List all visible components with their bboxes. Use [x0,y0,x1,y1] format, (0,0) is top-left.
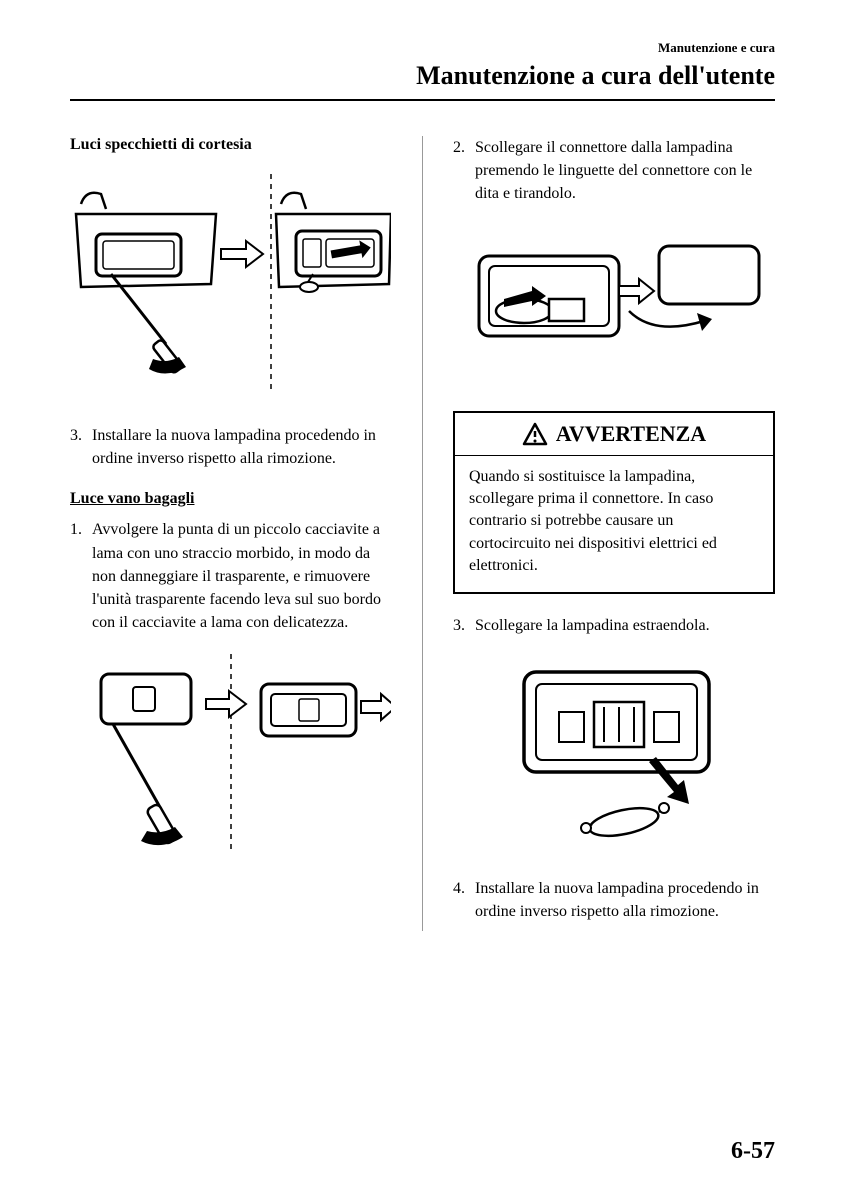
left-column: Luci specchietti di cortesia [70,136,392,931]
step-number: 1. [70,518,92,634]
warning-header: AVVERTENZA [455,413,773,456]
heading-mirror-lights: Luci specchietti di cortesia [70,136,392,154]
step-text: Installare la nuova lampadina procedendo… [475,877,775,923]
step-3-right: 3. Scollegare la lampadina estraendola. [453,614,775,637]
heading-luggage-light: Luce vano bagagli [70,490,392,508]
warning-triangle-icon [522,422,548,446]
step-text: Avvolgere la punta di un piccolo cacciav… [92,518,392,634]
header-divider [70,99,775,101]
step-4-right: 4. Installare la nuova lampadina procede… [453,877,775,923]
step-number: 4. [453,877,475,923]
step-1-left: 1. Avvolgere la punta di un piccolo cacc… [70,518,392,634]
step-text: Installare la nuova lampadina procedendo… [92,424,392,470]
page-number: 6-57 [731,1138,775,1165]
warning-box: AVVERTENZA Quando si sostituisce la lamp… [453,411,775,594]
warning-title: AVVERTENZA [556,421,706,447]
step-number: 3. [453,614,475,637]
step-text: Scollegare la lampadina estraendola. [475,614,775,637]
step-text: Scollegare il connettore dalla lampadina… [475,136,775,206]
right-column: 2. Scollegare il connettore dalla lampad… [453,136,775,931]
page-title: Manutenzione a cura dell'utente [70,61,775,91]
warning-body: Quando si sostituisce la lampadina, scol… [455,456,773,592]
step-2-right: 2. Scollegare il connettore dalla lampad… [453,136,775,206]
illustration-mirror-lights [70,169,392,404]
step-3-left: 3. Installare la nuova lampadina procede… [70,424,392,470]
illustration-bulb-remove [453,652,775,857]
illustration-connector [453,221,775,386]
section-label: Manutenzione e cura [70,40,775,56]
column-divider [422,136,423,931]
step-number: 3. [70,424,92,470]
content-columns: Luci specchietti di cortesia [70,136,775,931]
step-number: 2. [453,136,475,206]
illustration-luggage-light [70,649,392,864]
page-header: Manutenzione e cura Manutenzione a cura … [70,40,775,91]
